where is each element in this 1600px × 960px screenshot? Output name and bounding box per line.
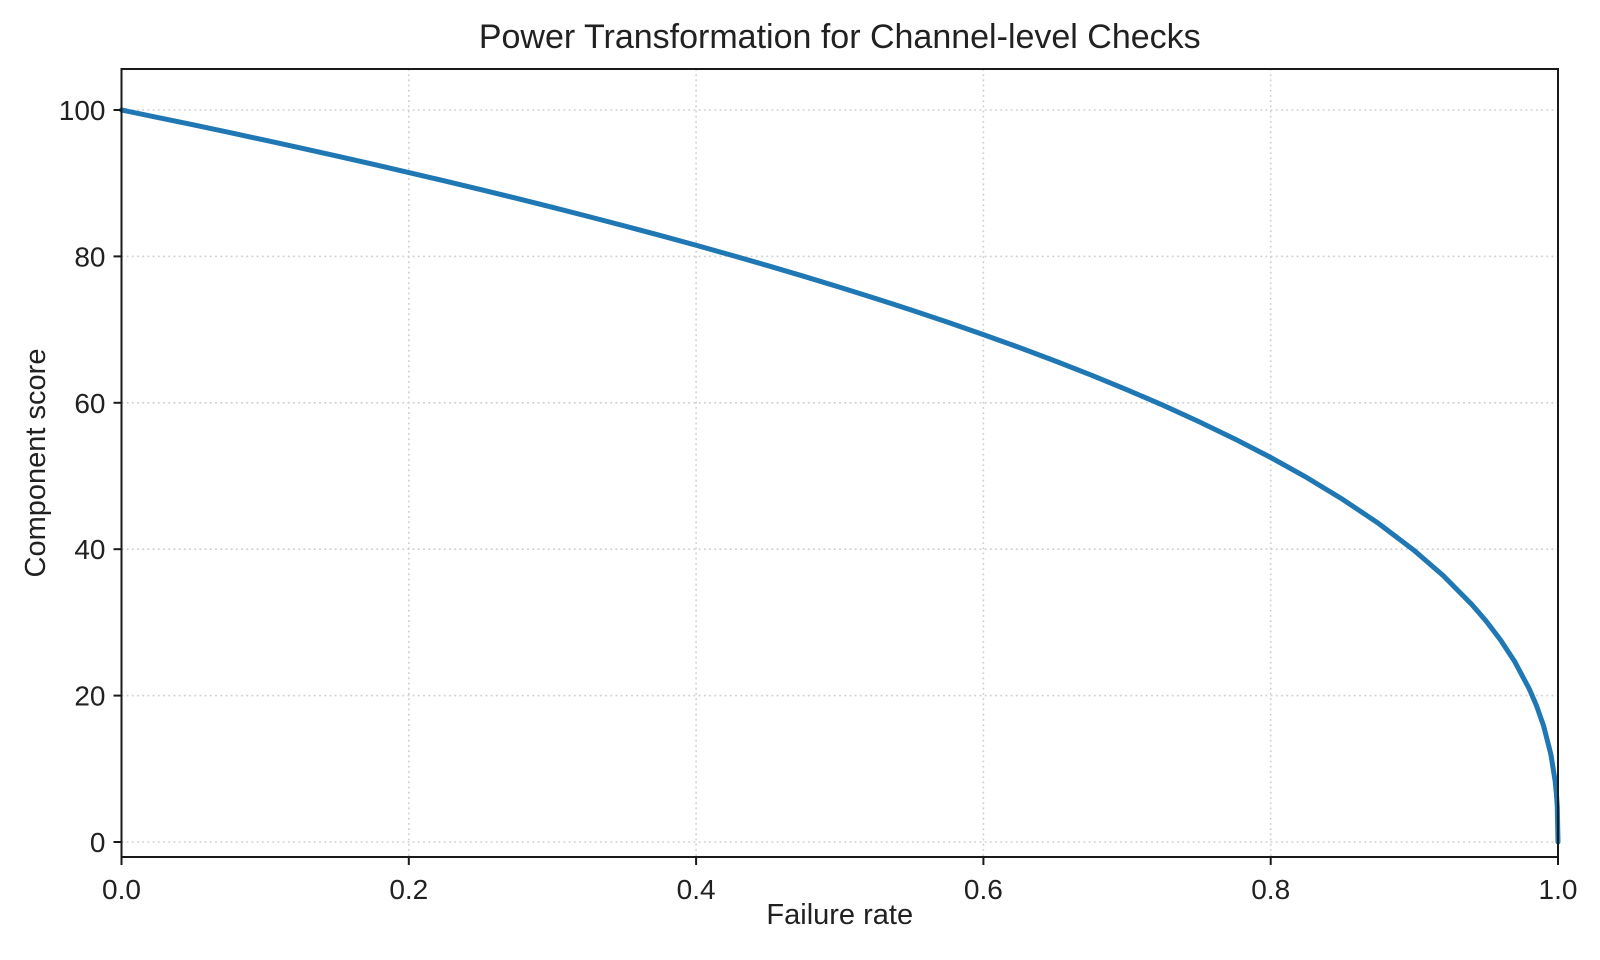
x-tick-label: 0.4 bbox=[677, 874, 716, 905]
x-tick-label: 0.6 bbox=[964, 874, 1003, 905]
y-tick-label: 20 bbox=[74, 681, 105, 712]
chart-title: Power Transformation for Channel-level C… bbox=[479, 18, 1201, 56]
y-tick-label: 60 bbox=[74, 388, 105, 419]
x-tick-label: 0.8 bbox=[1251, 874, 1290, 905]
x-tick-label: 0.2 bbox=[389, 874, 428, 905]
x-tick-label: 0.0 bbox=[102, 874, 141, 905]
component-score-curve bbox=[119, 107, 1561, 845]
plot-area: 0.0 0.2 0.4 0.6 0.8 1.0 0 20 40 60 80 100 bbox=[59, 68, 1578, 905]
y-tick-label: 40 bbox=[74, 534, 105, 565]
y-axis-label: Component score bbox=[20, 349, 52, 578]
x-tick-label: 1.0 bbox=[1539, 874, 1578, 905]
x-axis-label: Failure rate bbox=[766, 899, 913, 931]
y-tick-label: 0 bbox=[90, 827, 106, 858]
y-tick-label: 80 bbox=[74, 241, 105, 272]
plot-border bbox=[120, 68, 1559, 858]
y-tick-label: 100 bbox=[59, 95, 106, 126]
